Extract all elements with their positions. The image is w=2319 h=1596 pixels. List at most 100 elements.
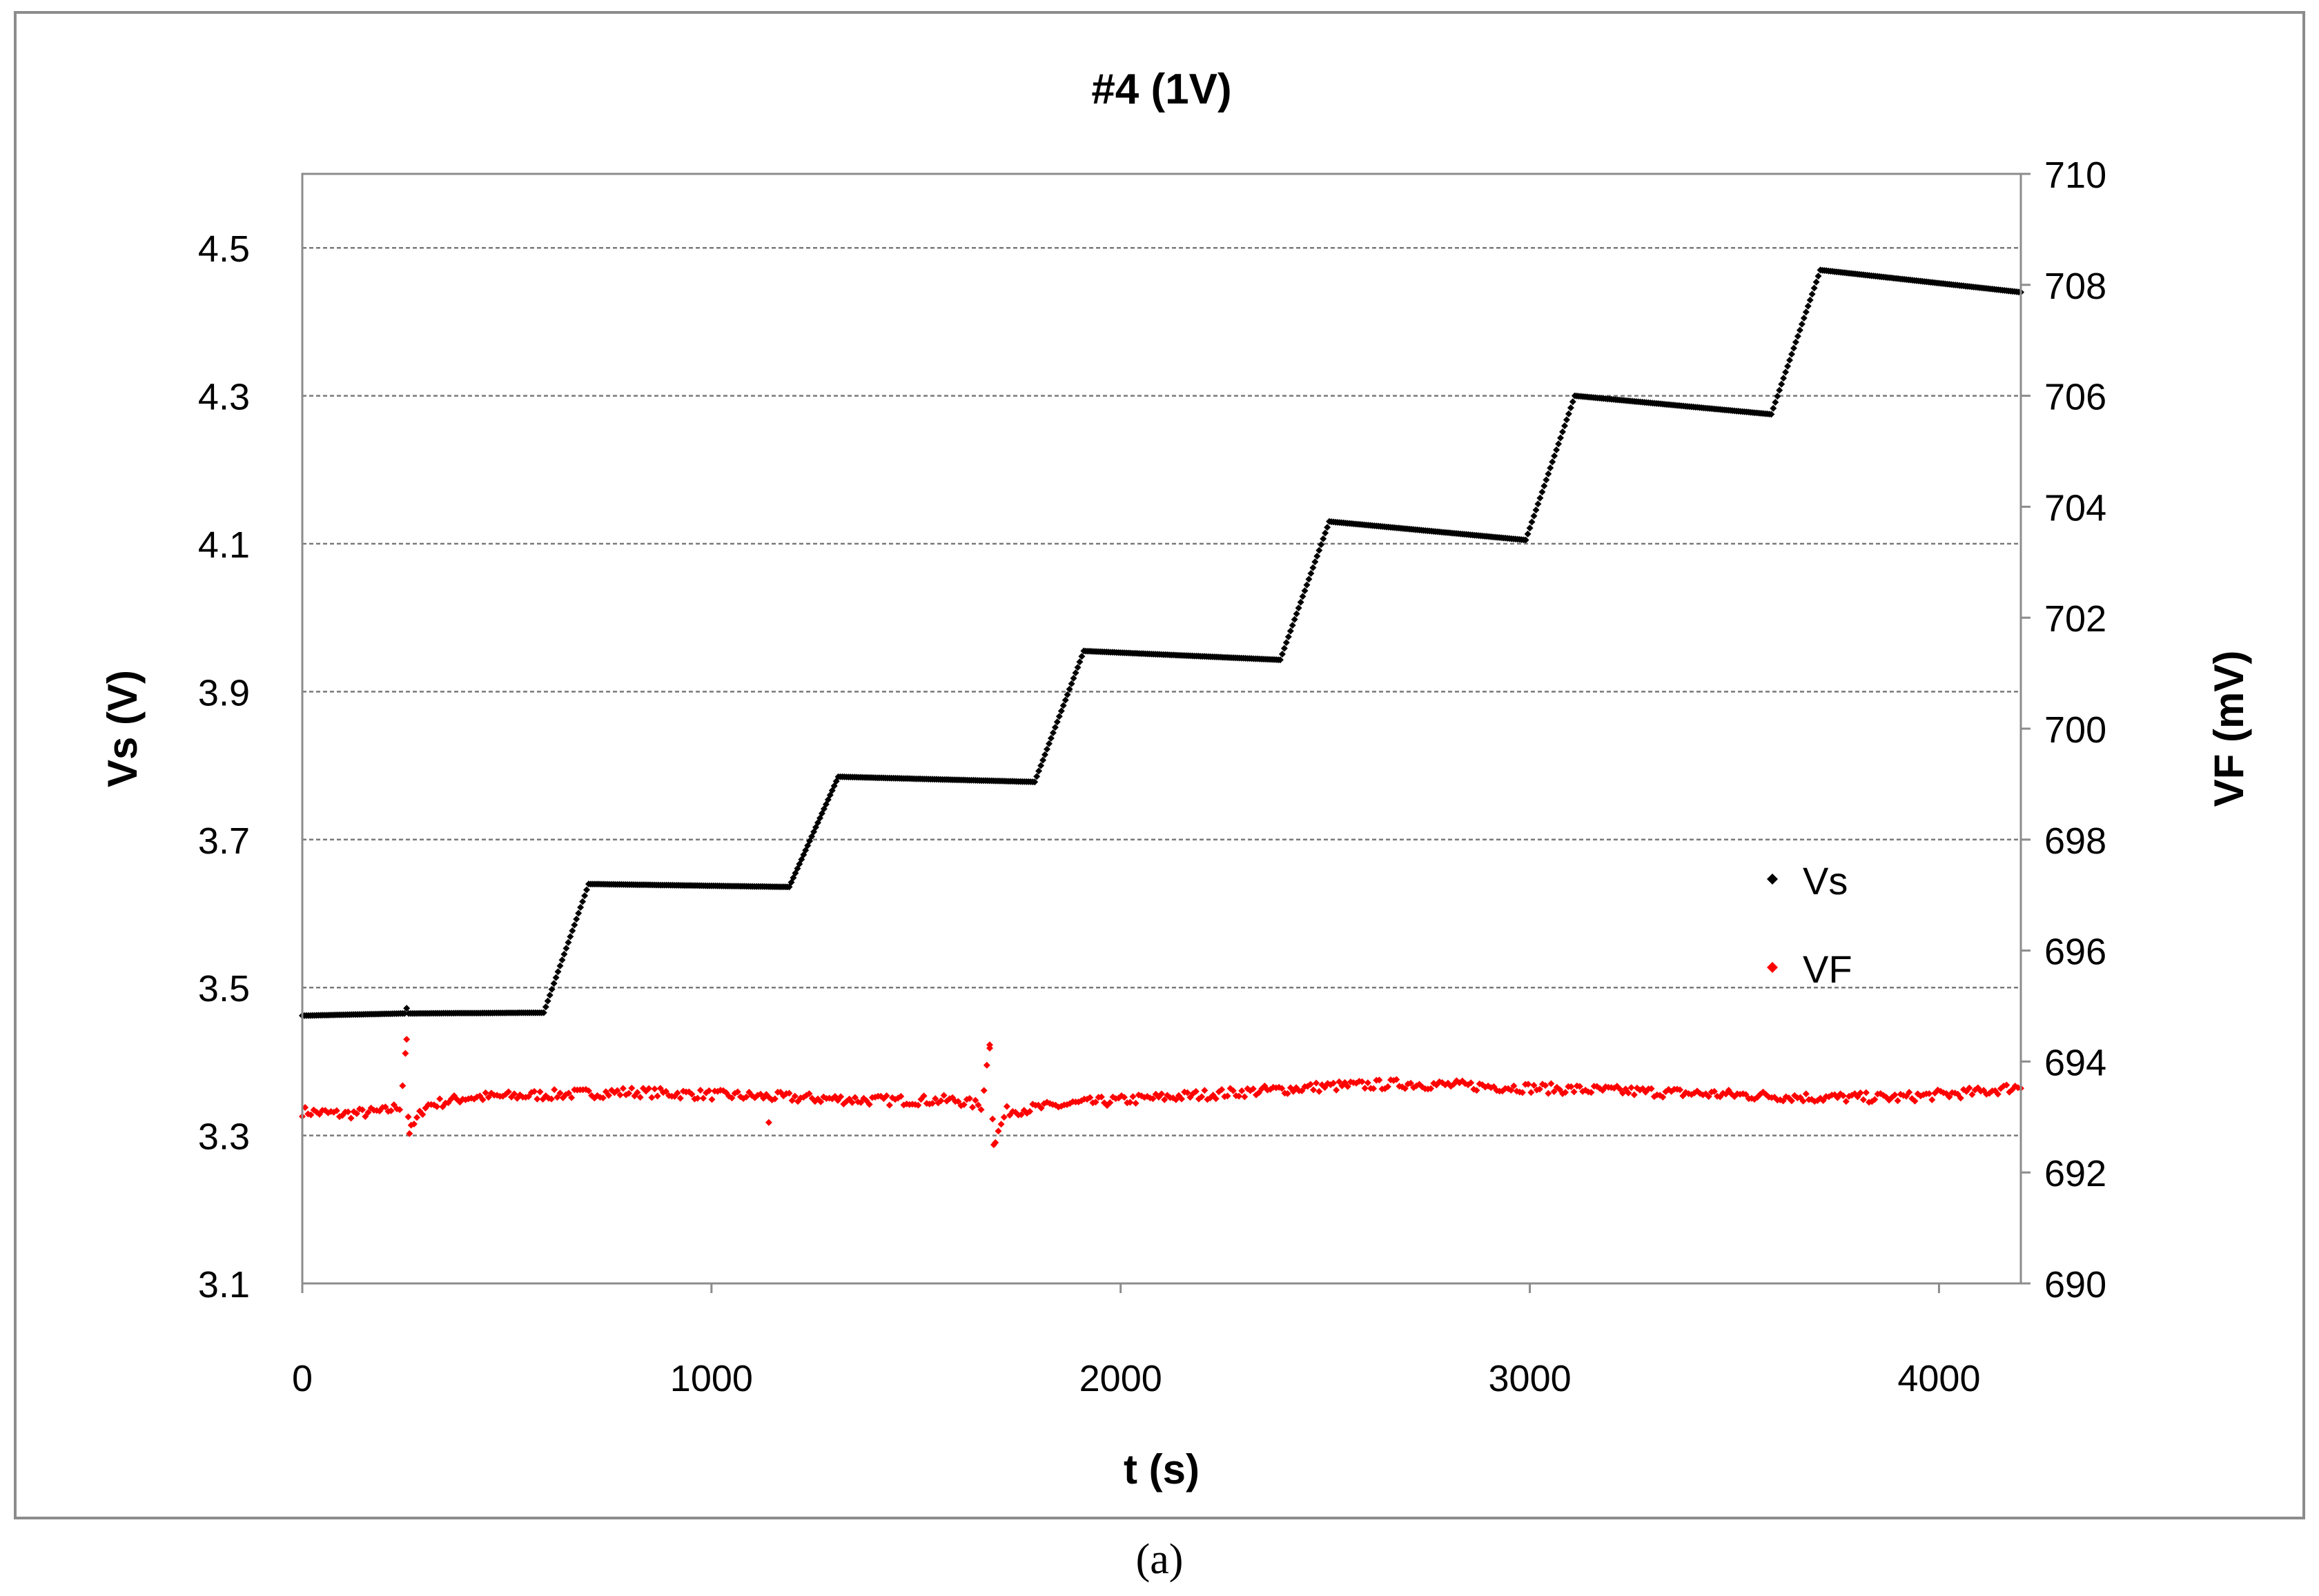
vf-point — [1839, 1092, 1847, 1099]
vf-point — [436, 1095, 444, 1103]
vs-point — [571, 921, 578, 929]
vf-point — [1384, 1083, 1391, 1090]
chart-title: #4 (1V) — [1091, 66, 1231, 113]
vf-point — [1086, 1094, 1094, 1101]
vs-point — [1291, 615, 1298, 623]
vf-point — [932, 1095, 939, 1103]
vs-point — [1800, 315, 1808, 322]
vf-point — [1106, 1099, 1114, 1106]
vf-point — [347, 1114, 355, 1122]
vs-point — [565, 938, 572, 946]
y-right-tick-label: 694 — [2044, 1042, 2106, 1083]
vf-point — [551, 1086, 558, 1094]
vf-point — [1161, 1096, 1168, 1103]
vf-point — [1092, 1099, 1099, 1106]
y-right-tick-label: 698 — [2044, 820, 2106, 862]
vs-point — [1061, 696, 1069, 704]
vf-point — [1911, 1097, 1919, 1105]
vf-point — [1017, 1111, 1025, 1119]
vf-point — [419, 1111, 427, 1119]
vf-point — [1313, 1079, 1320, 1087]
vf-point — [364, 1109, 372, 1116]
vf-point — [1542, 1082, 1549, 1090]
vf-point — [404, 1113, 412, 1121]
vs-point — [1049, 729, 1057, 736]
vf-point — [1966, 1084, 1973, 1092]
vs-point — [1792, 338, 1799, 346]
series-vf — [299, 1036, 2024, 1148]
vf-point — [548, 1095, 555, 1103]
vf-point — [616, 1091, 624, 1099]
vs-point — [548, 985, 556, 993]
vf-point — [353, 1110, 360, 1117]
vf-point — [636, 1094, 644, 1101]
vf-point — [387, 1107, 395, 1114]
vf-point — [614, 1087, 621, 1094]
vf-point — [969, 1103, 977, 1111]
vf-point — [997, 1121, 1005, 1128]
vs-point — [556, 962, 564, 969]
vf-point — [565, 1090, 572, 1097]
vf-point — [315, 1110, 323, 1118]
vs-point — [1322, 529, 1329, 537]
vf-point — [628, 1085, 636, 1092]
vf-point — [485, 1094, 492, 1101]
vf-point — [1530, 1081, 1538, 1089]
vs-point — [1806, 296, 1814, 304]
vf-point — [1224, 1092, 1231, 1100]
vf-point — [1802, 1090, 1810, 1098]
vf-point — [1647, 1085, 1655, 1092]
legend-marker-vs — [1767, 874, 1778, 885]
vf-point — [995, 1127, 1002, 1135]
vf-point — [1467, 1079, 1475, 1087]
vf-point — [1627, 1084, 1635, 1092]
vf-point — [1779, 1097, 1787, 1105]
vf-point — [1473, 1087, 1480, 1094]
vf-point — [785, 1090, 793, 1097]
vf-point — [851, 1094, 859, 1101]
vf-point — [625, 1090, 633, 1097]
vf-point — [402, 1050, 409, 1057]
vs-point — [1035, 767, 1043, 775]
vf-point — [1132, 1099, 1139, 1107]
y-left-tick-label: 3.3 — [198, 1116, 250, 1158]
vf-point — [1562, 1089, 1569, 1096]
vs-point — [1549, 458, 1556, 466]
vf-point — [1842, 1098, 1850, 1105]
vf-point — [511, 1090, 518, 1098]
vs-point — [558, 956, 566, 964]
vs-point — [1545, 470, 1552, 477]
y-left-tick-label: 3.7 — [198, 820, 250, 862]
series-vs — [299, 266, 2024, 1019]
vf-point — [1676, 1086, 1684, 1094]
vf-point — [897, 1092, 905, 1100]
vs-point — [1305, 575, 1313, 583]
vf-point — [410, 1121, 418, 1127]
vs-point — [1284, 633, 1292, 640]
vf-point — [1370, 1085, 1378, 1092]
vs-point — [1784, 362, 1792, 370]
vf-point — [1330, 1079, 1337, 1087]
vf-point — [1857, 1089, 1864, 1096]
vf-point — [302, 1104, 309, 1111]
vf-point — [1862, 1089, 1870, 1096]
vs-point — [1039, 756, 1047, 764]
vs-point — [550, 980, 558, 987]
vf-point — [344, 1108, 352, 1116]
vf-point — [1619, 1090, 1627, 1097]
vs-point — [1808, 290, 1816, 298]
vf-point — [1192, 1087, 1200, 1095]
y-right-tick-label: 696 — [2044, 932, 2106, 973]
vf-outlier-point — [406, 1130, 413, 1137]
vf-point — [362, 1113, 369, 1121]
vs-point — [1770, 404, 1777, 412]
vf-point — [771, 1095, 779, 1103]
vs-point — [1278, 651, 1286, 658]
vf-point — [734, 1088, 741, 1096]
vs-point — [1070, 675, 1077, 682]
x-tick-labels: 0 1000 2000 3000 4000 — [292, 1283, 1980, 1399]
vf-point — [972, 1096, 979, 1104]
vf-point — [531, 1087, 538, 1095]
vf-point — [1536, 1085, 1543, 1093]
vf-point — [885, 1101, 893, 1109]
